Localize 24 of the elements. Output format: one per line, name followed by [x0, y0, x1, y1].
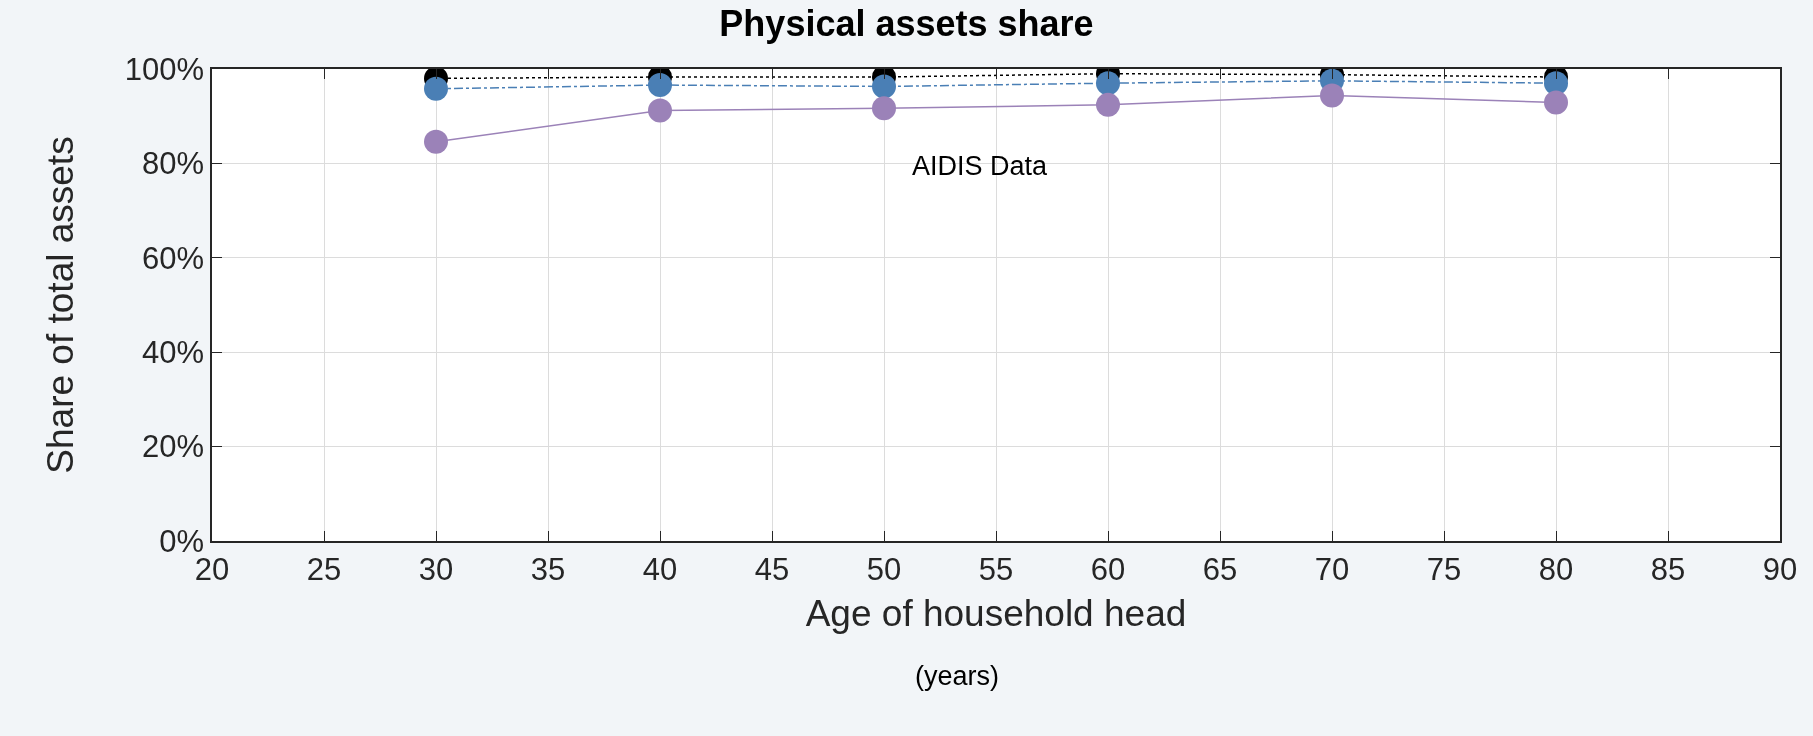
x-tick-label: 30 [418, 551, 454, 587]
text: (years) [915, 661, 1000, 691]
chart-title: Physical assets share [719, 3, 1094, 45]
x-tick-label: 55 [978, 551, 1014, 587]
x-tick-label: 75 [1426, 551, 1462, 587]
x-tick-label: 80 [1538, 551, 1574, 587]
y-tick-label: 100% [124, 51, 205, 87]
x-tick-label: 60 [1090, 551, 1126, 587]
annotation: AIDIS Data [912, 151, 1049, 181]
x-tick-label: 90 [1762, 551, 1798, 587]
y-axis-title: Share of total assets [39, 136, 81, 474]
x-tick-label: 65 [1202, 551, 1238, 587]
x-axis-title: Age of household head [805, 592, 1187, 634]
y-tick-label: 80% [142, 146, 205, 182]
x-tick-label: 45 [754, 551, 790, 587]
x-tick-label: 40 [642, 551, 678, 587]
y-tick-label: 40% [142, 335, 205, 371]
x-tick-label: 70 [1314, 551, 1350, 587]
x-tick-label: 25 [306, 551, 342, 587]
x-tick-label: 35 [530, 551, 566, 587]
x-tick-label: 85 [1650, 551, 1686, 587]
y-tick-label: 60% [142, 240, 205, 276]
x-tick-label: 50 [866, 551, 902, 587]
y-tick-label: 20% [142, 429, 205, 465]
